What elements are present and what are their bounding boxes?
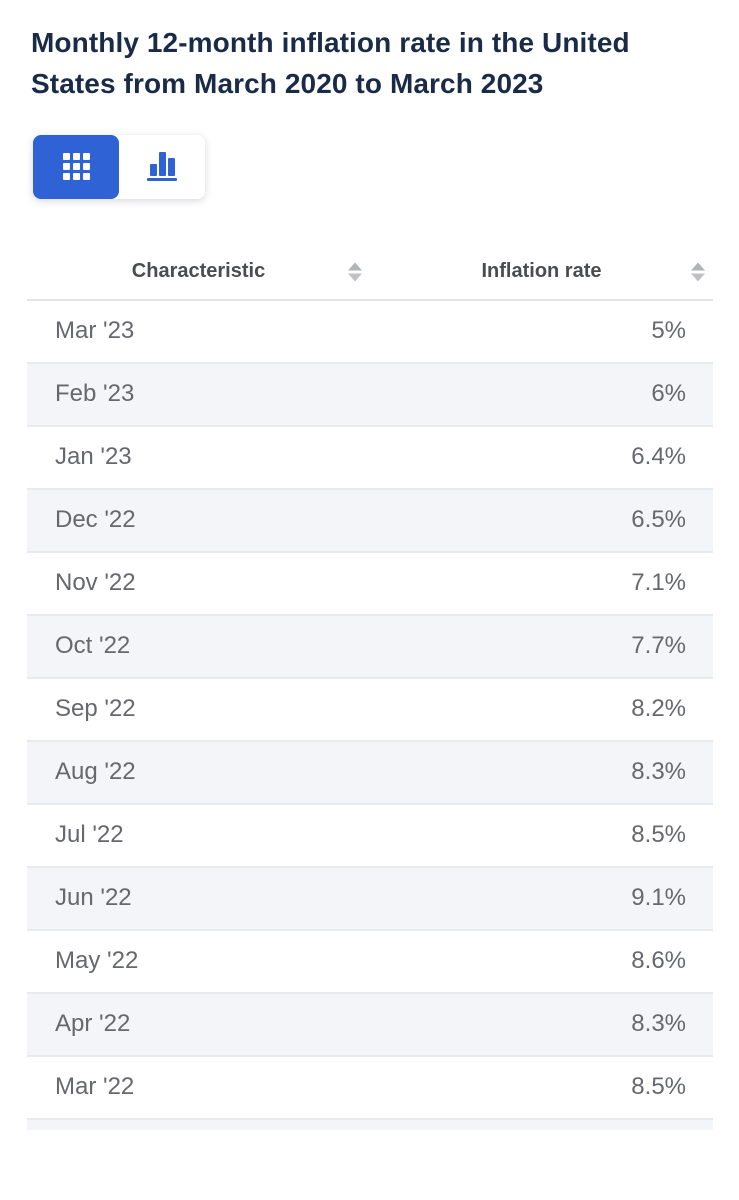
table-header-row: Characteristic Inflation rate [27,245,713,301]
column-header-label: Characteristic [131,260,266,283]
row-characteristic: Nov '22 [55,569,136,597]
row-characteristic: Jul '22 [55,821,124,849]
table-row: Mar '23 5% [27,300,713,364]
bar-chart-icon [147,152,177,182]
table-row: Mar '22 8.5% [27,1056,713,1120]
row-characteristic: Sep '22 [55,695,136,723]
sort-icon [691,262,705,282]
row-inflation-rate: 6.5% [631,506,686,534]
row-characteristic: Mar '23 [55,317,135,345]
table-body: Mar '23 5% Feb '23 6% Jan '23 6.4% Dec '… [27,300,713,1120]
table-row: May '22 8.6% [27,930,713,994]
row-inflation-rate: 9.1% [631,884,686,912]
row-inflation-rate: 8.6% [631,947,686,975]
row-characteristic: Oct '22 [55,632,131,660]
data-table: Characteristic Inflation rate Mar '23 5%… [27,245,713,1130]
grid-icon [62,153,90,181]
chart-view-button[interactable] [119,135,205,199]
row-inflation-rate: 8.3% [631,758,686,786]
row-characteristic: Jun '22 [55,884,132,912]
table-row: Aug '22 8.3% [27,741,713,805]
column-header-label: Inflation rate [481,260,602,283]
row-inflation-rate: 7.1% [631,569,686,597]
row-characteristic: Jan '23 [55,443,132,471]
row-inflation-rate: 8.5% [631,1073,686,1101]
table-row: Jun '22 9.1% [27,867,713,931]
column-header-characteristic[interactable]: Characteristic [27,245,370,299]
row-inflation-rate: 5% [651,317,686,345]
row-characteristic: Apr '22 [55,1010,131,1038]
row-inflation-rate: 7.7% [631,632,686,660]
row-characteristic: Mar '22 [55,1073,135,1101]
table-row: Sep '22 8.2% [27,678,713,742]
row-characteristic: May '22 [55,947,139,975]
column-header-inflation-rate[interactable]: Inflation rate [370,245,713,299]
table-view-button[interactable] [33,134,119,199]
statistic-page: Monthly 12-month inflation rate in the U… [27,27,713,1130]
table-row: Jul '22 8.5% [27,804,713,868]
row-characteristic: Feb '23 [55,380,135,408]
table-row: Jan '23 6.4% [27,426,713,490]
table-row: Dec '22 6.5% [27,489,713,553]
sort-icon [348,262,362,282]
table-row: Nov '22 7.1% [27,552,713,616]
partial-next-row [27,1119,713,1130]
view-toggle [33,134,205,199]
table-row: Apr '22 8.3% [27,993,713,1057]
row-characteristic: Dec '22 [55,506,136,534]
row-inflation-rate: 6% [651,380,686,408]
row-characteristic: Aug '22 [55,758,136,786]
row-inflation-rate: 8.3% [631,1010,686,1038]
row-inflation-rate: 8.5% [631,821,686,849]
page-title: Monthly 12-month inflation rate in the U… [31,27,630,100]
table-row: Oct '22 7.7% [27,615,713,679]
row-inflation-rate: 8.2% [631,695,686,723]
row-inflation-rate: 6.4% [631,443,686,471]
table-row: Feb '23 6% [27,363,713,427]
